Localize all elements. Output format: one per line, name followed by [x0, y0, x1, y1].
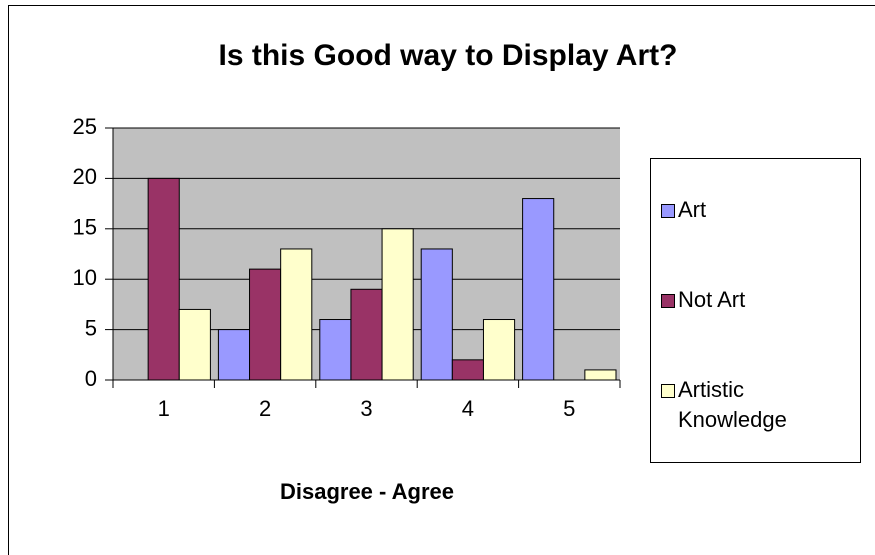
bar [178, 308, 211, 381]
bar [319, 319, 352, 381]
legend-label: Not Art [678, 287, 746, 312]
x-tick-label: 3 [360, 396, 372, 421]
bar [522, 198, 555, 381]
bar [217, 329, 251, 381]
y-tick-label: 25 [73, 114, 97, 139]
bar [451, 359, 484, 381]
bar [482, 319, 516, 381]
y-tick-label: 0 [85, 366, 97, 391]
legend-swatch [661, 204, 675, 218]
bar [381, 228, 414, 381]
legend-label: Artistic Knowledge [678, 377, 787, 432]
chart-title: Is this Good way to Display Art? [219, 39, 678, 72]
legend-swatch [661, 384, 675, 398]
x-tick-label: 5 [563, 396, 575, 421]
bar [249, 268, 282, 381]
x-axis-label: Disagree - Agree [280, 479, 454, 504]
x-tick-label: 4 [462, 396, 474, 421]
legend-swatch [661, 294, 675, 308]
y-tick-label: 20 [73, 164, 97, 189]
y-tick-label: 10 [73, 265, 97, 290]
x-tick-label: 1 [158, 396, 170, 421]
bar [350, 288, 383, 381]
legend-box [650, 158, 861, 463]
y-tick-label: 15 [73, 215, 97, 240]
bar [584, 369, 617, 381]
bar [420, 248, 453, 381]
y-tick-label: 5 [85, 315, 97, 340]
bar [280, 248, 313, 381]
legend-label: Art [678, 197, 707, 222]
bar [147, 177, 180, 381]
x-tick-label: 2 [259, 396, 271, 421]
